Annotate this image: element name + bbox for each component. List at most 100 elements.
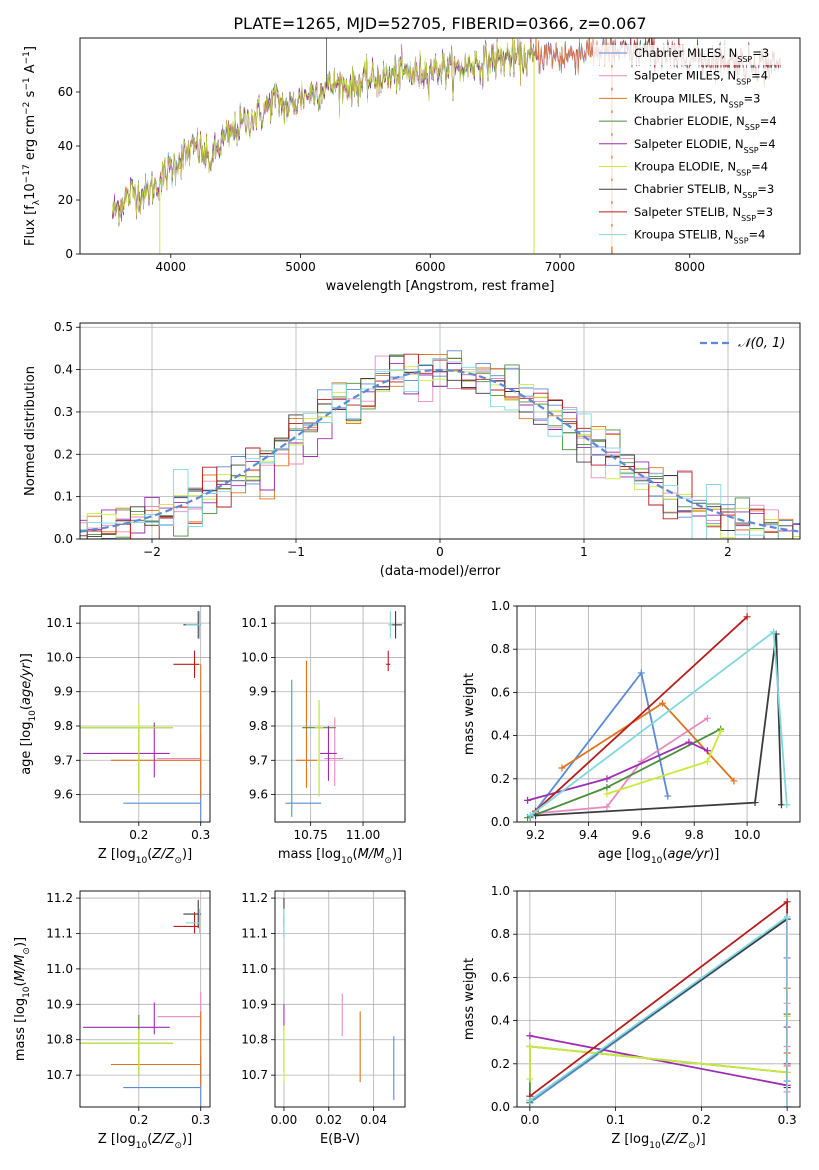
errorbar-point [173,650,200,678]
axes-frame [516,890,801,1108]
y-axis-label: mass weight [462,673,477,755]
y-tick-label: 10.8 [46,1033,73,1047]
plot-area [524,613,791,822]
series-marker [603,790,611,798]
y-tick-label: 0.2 [491,1057,510,1071]
y-tick-label: 0.2 [491,772,510,786]
normal-curve [80,368,800,533]
x-tick-label: 0.3 [778,1113,797,1127]
series-marker [783,913,791,921]
x-tick-label: 9.6 [632,828,651,842]
y-tick-label: 9.9 [54,685,73,699]
errorbar-point [185,611,201,639]
y-tick-label: 11.1 [46,926,73,940]
legend-entry: Salpeter MILES, NSSP=4 [634,69,768,87]
y-tick-label: 9.8 [54,719,73,733]
axes-frame [274,890,406,1108]
errorbar-point [123,779,202,822]
plot-area [285,611,402,817]
x-axis-label: Z [log10(Z/Z⊙)] [98,1132,192,1151]
legend: Chabrier MILES, NSSP=3 Salpeter MILES, NS… [593,45,798,247]
y-axis-label: age [log10(age/yr)] [19,653,38,775]
histogram-step [80,362,800,534]
errorbar-point [110,664,202,798]
y-tick-label: 11.2 [241,891,268,905]
axes-frame [79,605,211,823]
series-marker [603,775,611,783]
errorbar-point [110,1011,202,1086]
x-tick-label: 10.0 [734,828,761,842]
errorbar-point [388,611,393,639]
x-tick-label: 0 [436,545,444,559]
y-tick-label: 11.0 [241,962,268,976]
axes-frame [274,605,406,823]
errorbar-point [320,726,337,781]
plot-area [80,899,202,1107]
x-axis-label: Z [log10(Z/Z⊙)] [611,1132,705,1151]
chart-age-mass: 10.75 11.00 9.6 9.7 9.8 9.9 10.0 10.1 mass [log1… [241,605,406,866]
y-tick-label: 0.0 [491,815,510,829]
y-tick-label: 0.3 [54,405,73,419]
series-marker [637,669,645,677]
figure-title: PLATE=1265, MJD=52705, FIBERID=0366, z=0… [233,14,646,33]
x-axis-label: wavelength [Angstrom, rest frame] [326,279,555,294]
series-marker [751,799,759,807]
legend-entry: Kroupa STELIB, NSSP=4 [634,228,765,246]
x-axis-label: (data-model)/error [380,564,501,579]
series-marker [658,699,666,707]
y-tick-label: 10.1 [46,616,73,630]
series-marker [526,1075,534,1083]
x-tick-label: −2 [143,545,161,559]
series-line [529,1014,788,1103]
errorbar-point [80,703,173,793]
plot-area [80,611,202,822]
y-tick-label: 0.8 [491,927,510,941]
y-tick-label: 9.7 [54,753,73,767]
x-tick-label: 11.00 [346,828,380,842]
axes-frame [516,605,801,823]
series-line [534,616,748,812]
y-tick-label: 10.7 [241,1068,268,1082]
series-marker [685,738,693,746]
plot-area [283,898,395,1100]
x-tick-label: 9.4 [579,828,598,842]
histogram-step [80,355,800,539]
legend-entry: Kroupa MILES, NSSP=3 [634,91,760,109]
legend: 𝒩(0, 1) [700,336,785,351]
axes-frame [79,322,801,540]
y-tick-label: 9.8 [249,719,268,733]
histogram-step [80,358,800,539]
errorbar-point [83,1002,170,1035]
x-tick-label: 0.02 [315,1113,342,1127]
y-tick-label: 10.9 [46,997,73,1011]
x-axis-label: Z [log10(Z/Z⊙)] [98,847,192,866]
series-marker [743,613,751,621]
y-tick-label: 1.0 [491,599,510,613]
series-marker [526,812,534,820]
legend-entry: Salpeter ELODIE, NSSP=4 [634,137,776,155]
x-tick-label: 7000 [545,260,576,274]
x-tick-label: 0.2 [129,1113,148,1127]
axes-frame [79,37,801,255]
x-tick-label: 0.00 [271,1113,298,1127]
series-marker [783,898,791,906]
x-tick-label: 0.04 [360,1113,387,1127]
series-marker [524,796,532,804]
y-tick-label: 0.4 [54,363,73,377]
series-marker [664,792,672,800]
series-line [529,1016,788,1079]
chart-age-Z: 0.2 0.3 9.6 9.7 9.8 9.9 10.0 10.1 Z [log10(Z/Z⊙)… [19,605,211,866]
y-tick-label: 0.5 [54,320,73,334]
series-line [529,630,788,817]
y-tick-label: 9.6 [54,788,73,802]
series-line [535,717,708,815]
axes-frame [79,890,211,1108]
chart-residuals: −2 −1 0 1 2 0.0 0.1 0.2 0.3 0.4 0.5 (data-model)/er… [23,320,801,579]
y-tick-label: 20 [58,193,73,207]
y-tick-label: 40 [58,139,73,153]
y-tick-label: 9.7 [249,753,268,767]
legend-entry: Chabrier STELIB, NSSP=3 [634,182,774,200]
series-line [535,633,783,817]
y-tick-label: 11.1 [241,926,268,940]
errorbar-point [324,717,344,786]
